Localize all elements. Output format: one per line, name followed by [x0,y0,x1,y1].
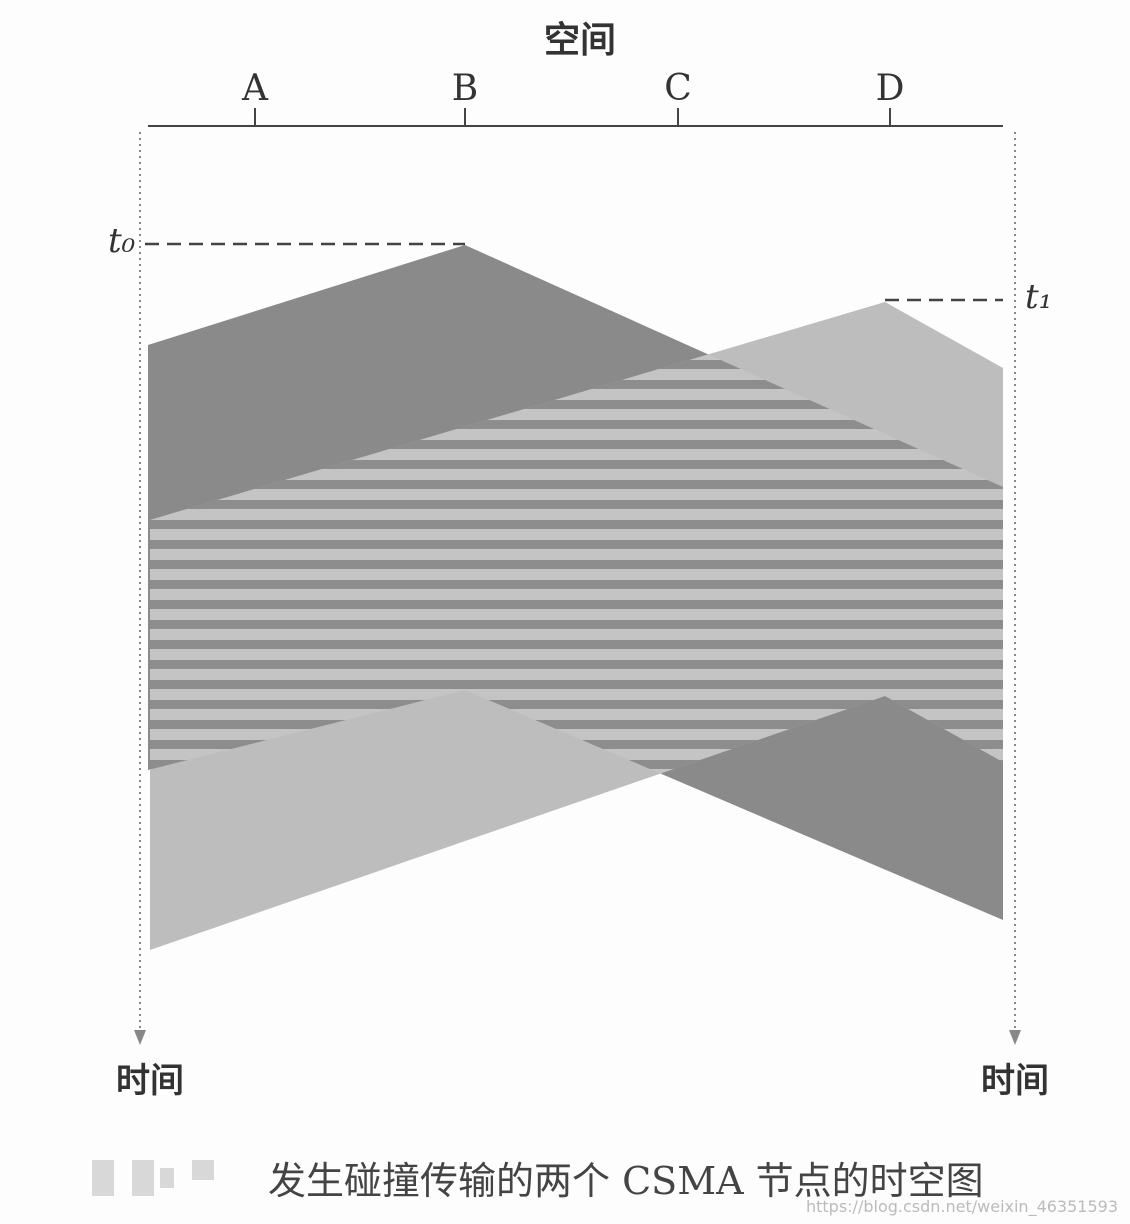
caption: 发生碰撞传输的两个 CSMA 节点的时空图 [268,1159,984,1203]
node-ticks [254,108,891,126]
node-label: C [664,68,692,109]
figure-number-blur [92,1160,214,1196]
watermark: https://blog.csdn.net/weixin_46351593 [806,1197,1118,1217]
t0-label: t₀ [108,221,136,261]
space-label: 空间 [544,20,616,61]
t1-label: t₁ [1025,277,1052,317]
node-label: B [452,68,478,109]
arrow [1009,1030,1021,1045]
arrow [134,1030,146,1045]
time-label: 时间 [116,1061,184,1101]
time-label: 时间 [981,1061,1049,1101]
node-label: A [241,68,269,109]
time-axes [139,132,1016,1035]
node-label: D [876,68,905,109]
